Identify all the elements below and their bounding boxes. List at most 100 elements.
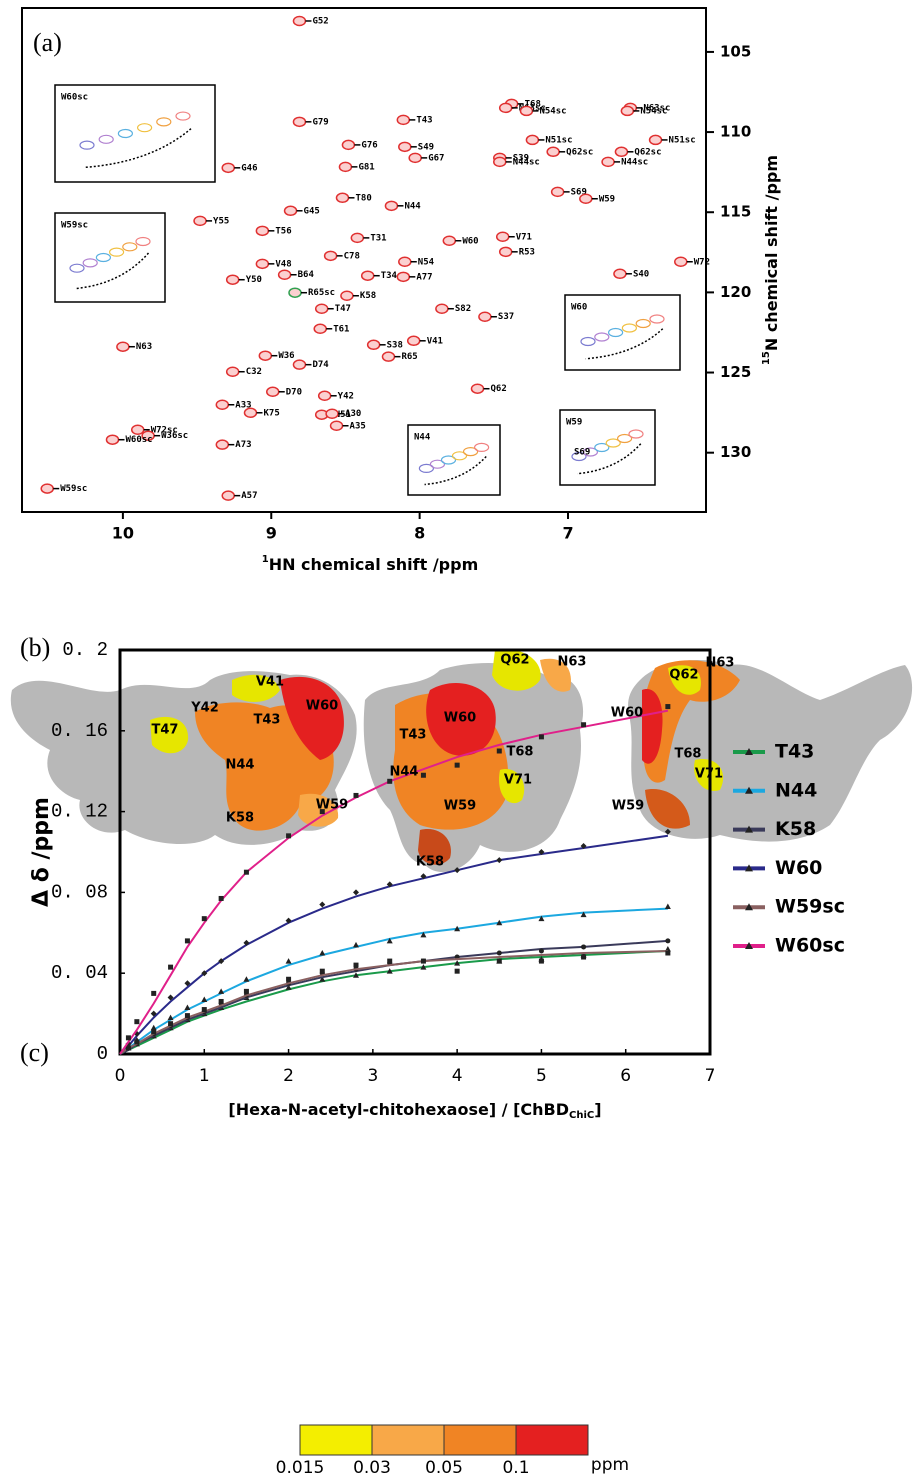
peak-label: Y50 [246,275,262,285]
peak-label: T80 [355,193,371,203]
y-tick-label: 110 [720,123,751,141]
marker [420,964,427,970]
x-tick-label: 7 [562,524,573,543]
marker [286,976,292,982]
marker [387,778,393,784]
residue-label: Q62 [669,668,698,683]
plot-frame [118,648,712,1056]
inset-label: W59sc [61,221,88,231]
inset-contour [628,429,644,439]
x-axis-label: [Hexa-N-acetyl-chitohexaose] / [ChBDChiC… [228,1100,601,1122]
x-tick-label: 0 [115,1066,126,1086]
marker [243,869,249,875]
legend-label: T43 [775,741,814,763]
marker [664,903,671,910]
peak-label: S49 [418,142,434,152]
peak-label: T31 [370,233,386,243]
peak [340,290,354,301]
marker [319,968,325,974]
marker [285,958,292,964]
residue-label: K58 [226,811,254,826]
peak [396,271,411,283]
surface-patch [150,674,280,754]
marker [353,972,359,978]
peak-label: A35 [350,421,366,431]
peak [519,105,534,117]
peak [105,434,120,445]
y-tick-label: 105 [720,42,751,60]
surface-patch [540,658,571,692]
marker [201,996,208,1002]
peak-label: N44 [404,201,421,211]
residue-label: Y42 [190,701,219,716]
marker [167,994,174,1001]
peak-label: W36 [278,351,294,361]
colorbar-segment [443,1424,517,1456]
marker [319,976,326,982]
inset-label: S69 [574,448,590,458]
marker [151,1029,157,1035]
legend-label: W60 [775,857,822,879]
marker [285,984,292,990]
y-tick-label: 0. 04 [51,962,108,984]
residue-label: T68 [507,745,534,760]
x-tick-label: 10 [112,524,134,543]
surface-patch [426,682,496,756]
marker [538,849,545,855]
inset-contour [69,263,85,273]
legend-marker [745,903,753,911]
marker [454,867,461,874]
peak [335,192,350,204]
peak [495,231,510,243]
peak-label: Y55 [213,216,229,226]
marker [243,976,250,982]
peak [215,439,230,450]
marker [150,1024,157,1031]
colorbar-segment [515,1424,589,1456]
peak-label: N51 [335,410,351,420]
marker [386,968,393,974]
inset-contour [616,433,633,444]
residue-label: V41 [256,675,284,690]
peak [384,200,399,212]
legend-marker [745,942,753,949]
peak-label: A30 [345,409,361,419]
peak-label: G46 [241,163,257,173]
inset-label: N44 [414,433,431,443]
peak [193,215,207,227]
marker [218,895,224,901]
peak-label: S37 [498,312,514,322]
label-part: [Hexa-N-acetyl-chitohexaose] / [ChBD [228,1100,569,1119]
y-tick-label: 0. 16 [51,720,108,742]
peak [398,141,412,153]
peak [493,156,507,168]
peak [277,269,292,280]
residue-label: T47 [152,723,179,738]
colorbar-unit: ppm [591,1455,629,1475]
peak [442,235,457,247]
inset-contour [98,134,114,144]
y-tick-label: 0. 12 [51,801,108,823]
label-part: N chemical shift /ppm [762,155,781,351]
peak-label: N63sc [643,103,670,113]
marker [125,1035,131,1041]
marker [581,722,587,728]
peak-label: K58 [360,291,376,301]
peak [435,303,449,314]
inset-contour [607,327,624,338]
y-tick-label: 0. 2 [62,639,108,661]
marker [168,1021,174,1027]
peak [317,390,332,402]
inset-frame [407,424,501,496]
peak-label: R65 [401,352,417,362]
legend-marker [745,864,753,872]
marker [580,842,587,849]
marker [496,748,502,754]
colorbar-tick-label: 0.015 [276,1458,325,1475]
residue-label: N44 [390,765,419,780]
marker [454,762,460,768]
peak-label: S38 [387,340,403,350]
surface-patch [642,689,663,764]
surface-patch [280,676,344,760]
residue-label: Q62 [500,653,529,668]
